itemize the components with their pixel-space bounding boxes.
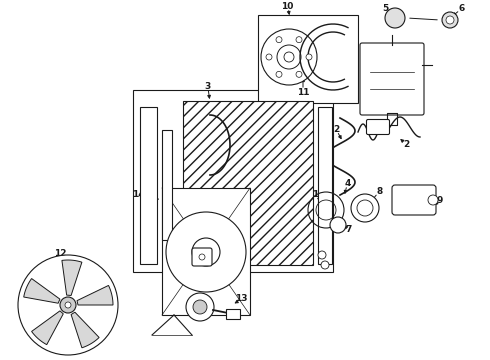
Circle shape xyxy=(277,45,301,69)
Text: 4: 4 xyxy=(344,179,351,188)
Circle shape xyxy=(351,194,379,222)
Circle shape xyxy=(321,261,329,269)
Bar xyxy=(226,309,240,319)
Polygon shape xyxy=(71,312,99,348)
Circle shape xyxy=(284,52,294,62)
Text: 7: 7 xyxy=(345,225,352,234)
Polygon shape xyxy=(31,311,63,345)
Text: 3: 3 xyxy=(205,81,211,90)
Circle shape xyxy=(428,195,438,205)
Bar xyxy=(140,107,157,264)
Circle shape xyxy=(261,29,317,85)
Text: 13: 13 xyxy=(236,294,248,303)
Bar xyxy=(258,15,358,103)
Circle shape xyxy=(385,8,405,28)
Text: 12: 12 xyxy=(54,248,66,257)
Circle shape xyxy=(330,217,346,233)
Polygon shape xyxy=(24,279,60,303)
Circle shape xyxy=(193,300,207,314)
Circle shape xyxy=(199,254,205,260)
Bar xyxy=(162,130,172,240)
Circle shape xyxy=(296,37,302,43)
Circle shape xyxy=(266,54,272,60)
Circle shape xyxy=(276,37,282,43)
Circle shape xyxy=(186,293,214,321)
Circle shape xyxy=(65,302,71,308)
Text: 11: 11 xyxy=(297,87,309,96)
FancyBboxPatch shape xyxy=(360,43,424,115)
Circle shape xyxy=(60,297,76,313)
Text: 15: 15 xyxy=(220,248,233,257)
Circle shape xyxy=(18,255,118,355)
Text: 6: 6 xyxy=(459,4,465,13)
Bar xyxy=(318,107,332,264)
Text: 5: 5 xyxy=(382,4,388,13)
Polygon shape xyxy=(77,285,113,305)
FancyBboxPatch shape xyxy=(192,248,212,266)
Bar xyxy=(162,188,250,315)
FancyBboxPatch shape xyxy=(367,120,390,135)
Circle shape xyxy=(276,71,282,77)
Bar xyxy=(183,101,313,265)
Text: 8: 8 xyxy=(376,187,382,196)
Circle shape xyxy=(296,71,302,77)
Circle shape xyxy=(192,238,220,266)
Text: 10: 10 xyxy=(281,1,294,10)
Text: 2: 2 xyxy=(333,125,339,134)
Circle shape xyxy=(318,251,326,259)
FancyBboxPatch shape xyxy=(392,185,436,215)
Circle shape xyxy=(442,12,458,28)
Text: 14: 14 xyxy=(132,190,145,199)
Bar xyxy=(133,90,333,272)
Polygon shape xyxy=(62,260,82,296)
Circle shape xyxy=(446,16,454,24)
Text: 9: 9 xyxy=(437,196,443,205)
Text: 2: 2 xyxy=(403,140,410,149)
Circle shape xyxy=(306,54,312,60)
Circle shape xyxy=(357,200,373,216)
Text: 1: 1 xyxy=(312,190,318,199)
Circle shape xyxy=(166,212,246,292)
